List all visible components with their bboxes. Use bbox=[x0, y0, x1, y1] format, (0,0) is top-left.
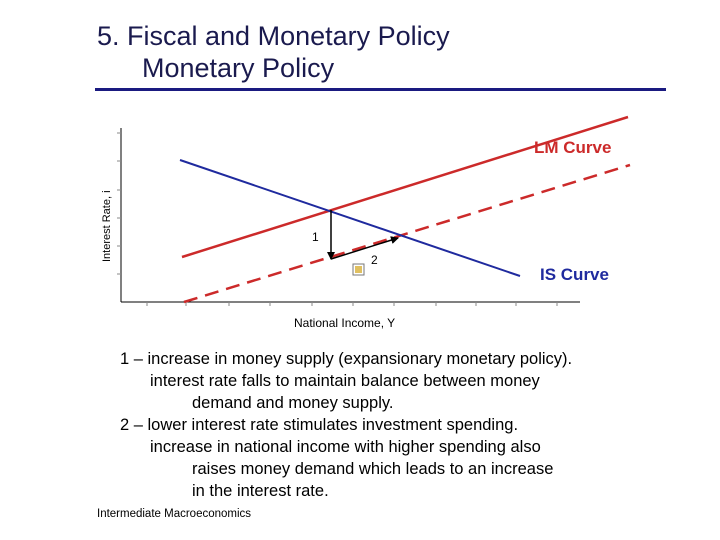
slide-title: 5. Fiscal and Monetary Policy Monetary P… bbox=[97, 20, 450, 84]
step-1-label: 1 bbox=[312, 230, 319, 244]
lm-curve-label: LM Curve bbox=[534, 138, 611, 157]
footer-text: Intermediate Macroeconomics bbox=[97, 508, 252, 520]
note-line: increase in national income with higher … bbox=[150, 438, 541, 456]
arrow-step-2 bbox=[330, 236, 399, 260]
step-2-label: 2 bbox=[371, 253, 378, 267]
is-curve-label: IS Curve bbox=[540, 265, 609, 284]
lm-curve bbox=[181, 115, 629, 259]
is-curve bbox=[179, 159, 521, 277]
title-line-2: Monetary Policy bbox=[142, 53, 335, 83]
axis-ticks bbox=[117, 132, 558, 306]
x-axis-label: National Income, Y bbox=[294, 316, 395, 330]
note-line: 1 – increase in money supply (expansiona… bbox=[120, 350, 573, 368]
explanation-notes: 1 – increase in money supply (expansiona… bbox=[120, 348, 572, 502]
note-line: raises money demand which leads to an in… bbox=[192, 460, 554, 478]
note-line: interest rate falls to maintain balance … bbox=[150, 372, 540, 390]
lm-curve-shifted bbox=[183, 163, 631, 304]
note-line: demand and money supply. bbox=[192, 394, 394, 412]
note-line: in the interest rate. bbox=[192, 482, 329, 500]
note-line: 2 – lower interest rate stimulates inves… bbox=[120, 416, 519, 434]
y-axis-label: Interest Rate, i bbox=[101, 190, 113, 262]
point-marker-icon bbox=[352, 263, 365, 276]
title-divider bbox=[95, 88, 666, 91]
title-line-1: 5. Fiscal and Monetary Policy bbox=[97, 21, 450, 51]
